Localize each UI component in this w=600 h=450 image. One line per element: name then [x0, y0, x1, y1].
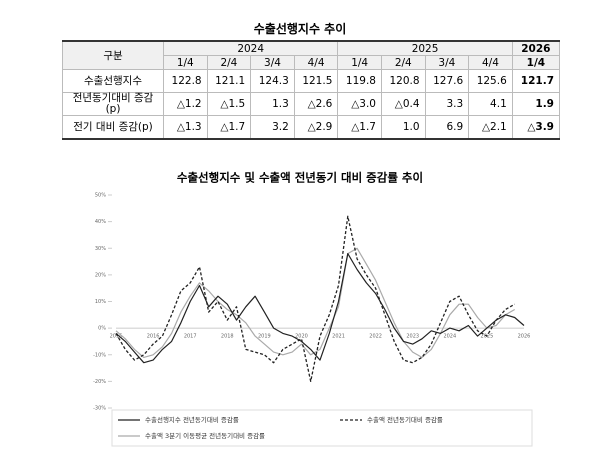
index-table: 구분 2024 2025 2026 1/4 2/4 3/4 4/4 1/4 2/4 3/4 4…	[62, 40, 561, 140]
quarter-header: 4/4	[468, 55, 513, 70]
cell: △0.4	[380, 92, 426, 116]
y-tick-label: -30%	[93, 406, 106, 412]
legend-label: 수출액 3분기 이동평균 전년동기대비 증감률	[145, 431, 265, 440]
cell: △3.9	[511, 115, 561, 140]
quarter-header: 2/4	[206, 55, 252, 70]
y-tick-label: 10%	[95, 299, 106, 305]
cell: △2.1	[468, 115, 513, 140]
table-row: 전년동기대비 증감(p) △1.2 △1.5 1.3 △2.6 △3.0 △0.4 3.3 4.…	[62, 92, 561, 116]
y-tick-label: 20%	[95, 272, 106, 278]
cell: △1.5	[206, 92, 252, 116]
quarter-header: 4/4	[293, 55, 339, 70]
x-tick-label: 2020	[295, 334, 308, 340]
chart-title: 수출선행지수 및 수출액 전년동기 대비 증감률 추이	[177, 171, 423, 185]
x-tick-label: 2018	[221, 334, 234, 340]
cell: 121.5	[293, 69, 339, 93]
cell: △3.0	[337, 92, 382, 116]
cell: 3.3	[424, 92, 470, 116]
quarter-row: 1/4 2/4 3/4 4/4 1/4 2/4 3/4 4/4 1/4	[63, 55, 561, 70]
x-tick-label: 2016	[147, 334, 160, 340]
cell: 1.0	[380, 115, 426, 140]
cell: 6.9	[424, 115, 470, 140]
series-line	[115, 215, 516, 383]
cell: 127.6	[424, 69, 470, 93]
cell: △2.9	[293, 115, 339, 140]
y-tick-label: 0%	[98, 326, 106, 332]
x-tick-label: 2019	[258, 334, 271, 340]
table-body: 수출선행지수 122.8 121.1 124.3 121.5 119.8 120.8 127.…	[62, 69, 561, 140]
legend-label: 수출액 전년동기대비 증감률	[367, 415, 443, 424]
cell: 120.8	[380, 69, 426, 93]
y-tick-label: 40%	[95, 219, 106, 225]
table-title: 수출선행지수 추이	[253, 22, 347, 36]
row-label: 전년동기대비 증감(p)	[62, 92, 164, 116]
x-tick-label: 2024	[443, 334, 456, 340]
table-row: 수출선행지수 122.8 121.1 124.3 121.5 119.8 120.8 127.…	[62, 69, 561, 93]
x-tick-label: 2023	[406, 334, 419, 340]
year-header: 2025	[337, 40, 513, 56]
cell: △2.6	[293, 92, 339, 116]
cell: 1.3	[250, 92, 295, 116]
series-line	[115, 247, 515, 358]
x-tick-label: 2017	[184, 334, 197, 340]
table-row: 전기 대비 증감(p) △1.3 △1.7 3.2 △2.9 △1.7 1.0 6.9 △2.1…	[62, 115, 561, 140]
series-line	[115, 253, 525, 364]
cell: 121.7	[511, 69, 561, 93]
y-tick-label: -10%	[93, 352, 106, 358]
cell: △1.7	[337, 115, 382, 140]
cell: 1.9	[511, 92, 561, 116]
y-tick-label: 50%	[95, 193, 106, 199]
cell: 3.2	[250, 115, 295, 140]
year-header: 2026	[511, 40, 561, 56]
row-label: 전기 대비 증감(p)	[62, 115, 164, 140]
y-tick-label: 30%	[95, 246, 106, 252]
y-tick-label: -20%	[93, 379, 106, 385]
x-tick-label: 2026	[518, 334, 531, 340]
cell: 4.1	[468, 92, 513, 116]
legend-label: 수출선행지수 전년동기대비 증감률	[145, 415, 239, 424]
x-tick-label: 2021	[332, 334, 345, 340]
quarter-header: 1/4	[337, 55, 382, 70]
cell: 119.8	[337, 69, 382, 93]
cell: △1.3	[163, 115, 208, 140]
x-tick-label: 2015	[110, 334, 123, 340]
x-tick-label: 2022	[369, 334, 382, 340]
legend-box	[111, 409, 533, 447]
cell: △1.2	[163, 92, 208, 116]
